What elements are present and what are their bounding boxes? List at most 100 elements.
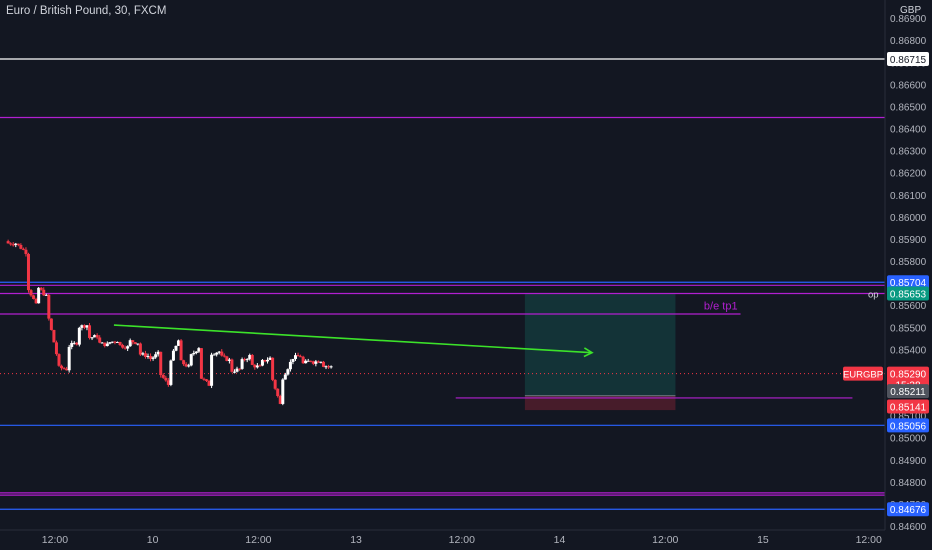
candle-body: [6, 241, 10, 244]
candle-body: [164, 377, 168, 381]
candle-body: [34, 298, 38, 304]
candle-body: [90, 337, 94, 339]
candle-body: [220, 351, 224, 356]
candle-body: [24, 249, 28, 254]
y-tick-label-3: 0.86600: [890, 80, 927, 91]
candle-body: [108, 342, 112, 344]
candle-body: [245, 359, 249, 361]
candle-body: [266, 359, 270, 362]
candle-body: [143, 353, 147, 357]
candle-body: [179, 340, 183, 361]
candle-body: [319, 361, 323, 363]
candle-body: [65, 368, 69, 371]
y-tick-label-21: 0.84800: [890, 478, 927, 489]
x-tick-label-2: 12:00: [245, 534, 271, 546]
candle-body: [49, 318, 53, 330]
candle-body: [232, 371, 236, 373]
y-tick-label-8: 0.86100: [890, 191, 927, 202]
candle-body: [197, 348, 201, 352]
candle-body: [29, 290, 33, 296]
candle-body: [118, 341, 122, 346]
level-price-tag-7-bg: [887, 418, 929, 433]
symbol-tag-label: EURGBP: [843, 370, 883, 381]
candle-body: [278, 396, 282, 404]
candle-body: [57, 354, 61, 366]
y-tick-label-14: 0.85500: [890, 323, 927, 334]
candle-body: [166, 380, 170, 385]
x-tick-label-5: 14: [554, 534, 566, 546]
profit-zone[interactable]: [524, 293, 676, 396]
candle-body: [82, 325, 86, 328]
y-tick-label-5: 0.86400: [890, 125, 927, 136]
candle-body: [225, 356, 229, 361]
candle-body: [154, 354, 158, 358]
candle-body: [131, 340, 135, 343]
trendline-arrowhead: [583, 347, 594, 358]
level-price-tag-2-bg: [887, 275, 929, 290]
x-tick-label-3: 13: [350, 534, 362, 546]
annotations: b/e tp1: [704, 301, 738, 313]
loss-zone[interactable]: [524, 395, 676, 411]
x-tick-label-8: 12:00: [856, 534, 882, 546]
horizontal-levels[interactable]: [0, 58, 885, 510]
candle-body: [44, 294, 48, 296]
position-zones: [524, 293, 676, 411]
trendline[interactable]: [113, 324, 594, 358]
candle-body: [329, 366, 333, 368]
candle-body: [327, 366, 331, 368]
x-tick-label-4: 12:00: [449, 534, 475, 546]
candle-body: [88, 325, 92, 338]
candle-body: [205, 379, 208, 381]
y-tick-label-18: 0.85100: [890, 412, 927, 423]
x-tick-label-7: 15: [757, 534, 769, 546]
candle-body: [105, 343, 109, 347]
level-price-tag-0-bg: [887, 51, 929, 66]
y-tick-label-20: 0.84900: [890, 456, 927, 467]
candle-body: [271, 357, 275, 380]
price-tag-label-1: 0.85211: [890, 387, 926, 398]
candle-body: [301, 356, 305, 364]
candle-body: [230, 359, 234, 372]
y-tick-label-15: 0.85400: [890, 345, 927, 356]
candle-body: [67, 346, 71, 371]
candle-body: [227, 359, 231, 361]
candle-body: [192, 353, 196, 355]
candle-body: [306, 360, 310, 362]
candle-body: [52, 329, 56, 343]
candle-body: [311, 361, 315, 364]
y-tick-label-4: 0.86500: [890, 102, 927, 113]
symbol-tag-bg: [843, 366, 883, 381]
level-price-tag-7: 0.85056: [890, 421, 927, 432]
candle-body: [222, 355, 226, 357]
candle-body: [21, 248, 25, 250]
candle-body: [70, 343, 74, 347]
candle-body: [243, 359, 247, 361]
candle-body: [286, 369, 290, 375]
candle-body: [212, 354, 216, 356]
candle-body: [98, 337, 102, 343]
candle-body: [263, 359, 267, 362]
candle-body: [95, 335, 99, 338]
candle-body: [281, 379, 285, 404]
candle-body: [235, 368, 239, 372]
price-axis-background[interactable]: [885, 0, 932, 530]
y-tick-label-19: 0.85000: [890, 434, 927, 445]
candles: [6, 239, 333, 406]
y-tick-label-6: 0.86300: [890, 147, 927, 158]
time-axis-ticks: 12:00 10 12:00 13 12:00 14 12:00 15 12:00: [42, 534, 882, 546]
candle-body: [316, 361, 320, 363]
candle-body: [260, 359, 264, 366]
level-price-tag-10: 0.84676: [890, 505, 927, 516]
annotation-text[interactable]: b/e tp1: [704, 301, 738, 313]
level-price-tag-4: 0.85653: [890, 289, 927, 300]
candle-body: [138, 343, 142, 355]
candle-body: [184, 364, 188, 367]
candle-body: [141, 353, 145, 355]
candle-body: [288, 361, 292, 370]
candle-body: [54, 342, 58, 355]
candle-body: [296, 355, 300, 357]
candle-body: [146, 355, 150, 357]
trendline-segment[interactable]: [113, 324, 593, 354]
